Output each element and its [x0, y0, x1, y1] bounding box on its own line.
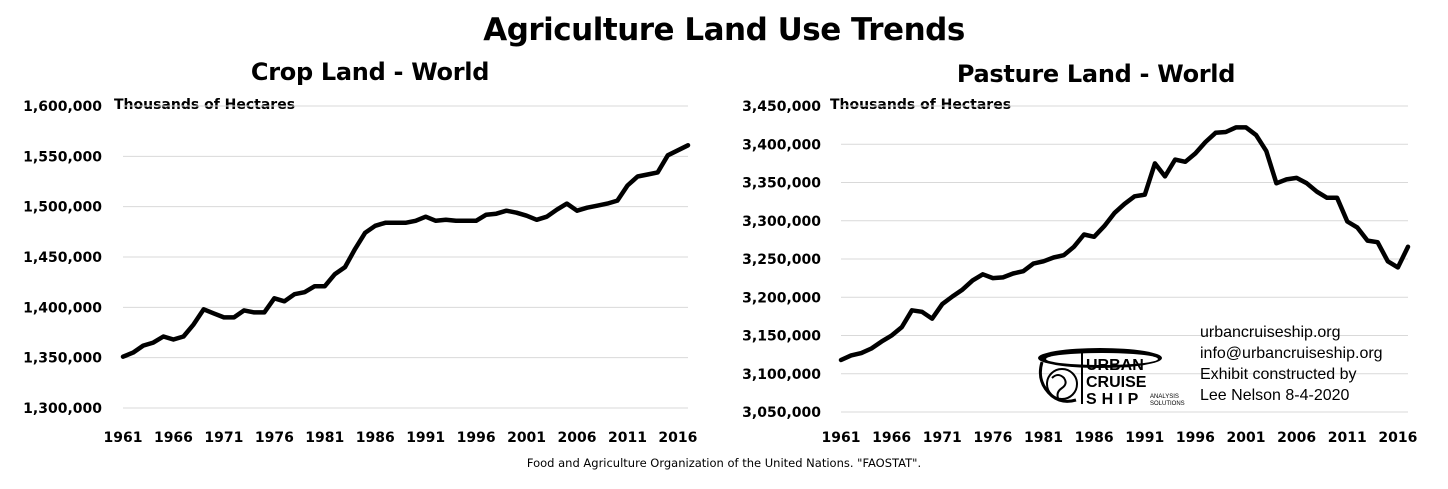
pasture-land-chart: 3,050,000 3,100,000 3,150,000 3,200,000 3,25…	[742, 99, 1417, 446]
pasture-y-tick-label: 3,300,000	[742, 214, 821, 230]
pasture-x-tick-label: 2001	[1227, 430, 1266, 446]
crop-x-tick-label: 1971	[204, 430, 243, 446]
pasture-y-tick-label: 3,100,000	[742, 367, 821, 383]
crop-x-tick-label: 2001	[507, 430, 546, 446]
pasture-y-tick-label: 3,350,000	[742, 176, 821, 192]
logo-arc	[1038, 361, 1077, 403]
logo-word-1: URBAN	[1086, 357, 1144, 374]
pasture-x-tick-label: 2006	[1277, 430, 1316, 446]
credit-block: urbancruiseship.org info@urbancruiseship…	[1200, 322, 1383, 406]
pasture-unit-label: Thousands of Hectares	[830, 97, 1012, 113]
crop-x-tick-label: 1976	[255, 430, 294, 446]
crop-y-tick-label: 1,450,000	[23, 250, 102, 266]
crop-x-tick-label: 2016	[658, 430, 697, 446]
crop-x-tick-label: 1991	[406, 430, 445, 446]
pasture-x-tick-label: 1981	[1024, 430, 1063, 446]
logo-swoosh-inner	[1046, 353, 1158, 365]
crop-x-tick-label: 2006	[558, 430, 597, 446]
main-title: Agriculture Land Use Trends	[483, 12, 965, 48]
urban-cruise-ship-logo: URBAN CRUISE SHIP ANALYSIS SOLUTIONS	[1038, 348, 1185, 408]
pasture-y-tick-label: 3,400,000	[742, 137, 821, 153]
credit-website: urbancruiseship.org	[1200, 324, 1341, 341]
crop-y-tick-label: 1,500,000	[23, 200, 102, 216]
credit-constructed-by: Exhibit constructed by	[1200, 366, 1357, 383]
logo-word-2: CRUISE	[1086, 374, 1147, 391]
source-note: Food and Agriculture Organization of the…	[526, 456, 922, 470]
crop-chart-title: Crop Land - World	[250, 58, 490, 86]
crop-land-chart: 1,300,000 1,350,000 1,400,000 1,450,000 1,50…	[23, 99, 697, 446]
logo-tagline-1: ANALYSIS	[1150, 394, 1179, 400]
pasture-y-tick-label: 3,150,000	[742, 329, 821, 345]
globe-land-icon	[1051, 374, 1067, 399]
crop-x-tick-label: 1981	[305, 430, 344, 446]
pasture-x-tick-label: 1991	[1125, 430, 1164, 446]
pasture-x-tick-label: 1986	[1075, 430, 1114, 446]
pasture-y-tick-label: 3,250,000	[742, 252, 821, 268]
crop-y-tick-label: 1,350,000	[23, 351, 102, 367]
pasture-x-tick-label: 1961	[822, 430, 861, 446]
credit-email: info@urbancruiseship.org	[1200, 345, 1383, 362]
logo-tagline-2: SOLUTIONS	[1150, 401, 1185, 407]
crop-y-tick-label: 1,300,000	[23, 401, 102, 417]
pasture-y-tick-label: 3,050,000	[742, 405, 821, 421]
crop-x-tick-label: 1966	[154, 430, 193, 446]
pasture-x-tick-label: 1976	[973, 430, 1012, 446]
logo-word-3: SHIP	[1086, 391, 1143, 408]
crop-x-tick-label: 2011	[608, 430, 647, 446]
crop-x-tick-label: 1996	[457, 430, 496, 446]
pasture-x-tick-label: 2016	[1378, 430, 1417, 446]
crop-y-tick-label: 1,400,000	[23, 300, 102, 316]
pasture-y-tick-label: 3,450,000	[742, 99, 821, 115]
pasture-y-tick-label: 3,200,000	[742, 290, 821, 306]
pasture-x-tick-label: 1971	[923, 430, 962, 446]
crop-y-tick-label: 1,600,000	[23, 99, 102, 115]
pasture-x-tick-label: 2011	[1328, 430, 1367, 446]
pasture-series-line	[838, 125, 1411, 363]
crop-x-tick-label: 1986	[356, 430, 395, 446]
crop-unit-label: Thousands of Hectares	[114, 97, 296, 113]
credit-author-date: Lee Nelson 8-4-2020	[1200, 387, 1350, 404]
crop-x-tick-label: 1961	[104, 430, 143, 446]
crop-y-tick-label: 1,550,000	[23, 149, 102, 165]
pasture-chart-title: Pasture Land - World	[956, 60, 1236, 88]
crop-series-line	[120, 143, 691, 359]
pasture-x-tick-label: 1966	[872, 430, 911, 446]
pasture-x-tick-label: 1996	[1176, 430, 1215, 446]
